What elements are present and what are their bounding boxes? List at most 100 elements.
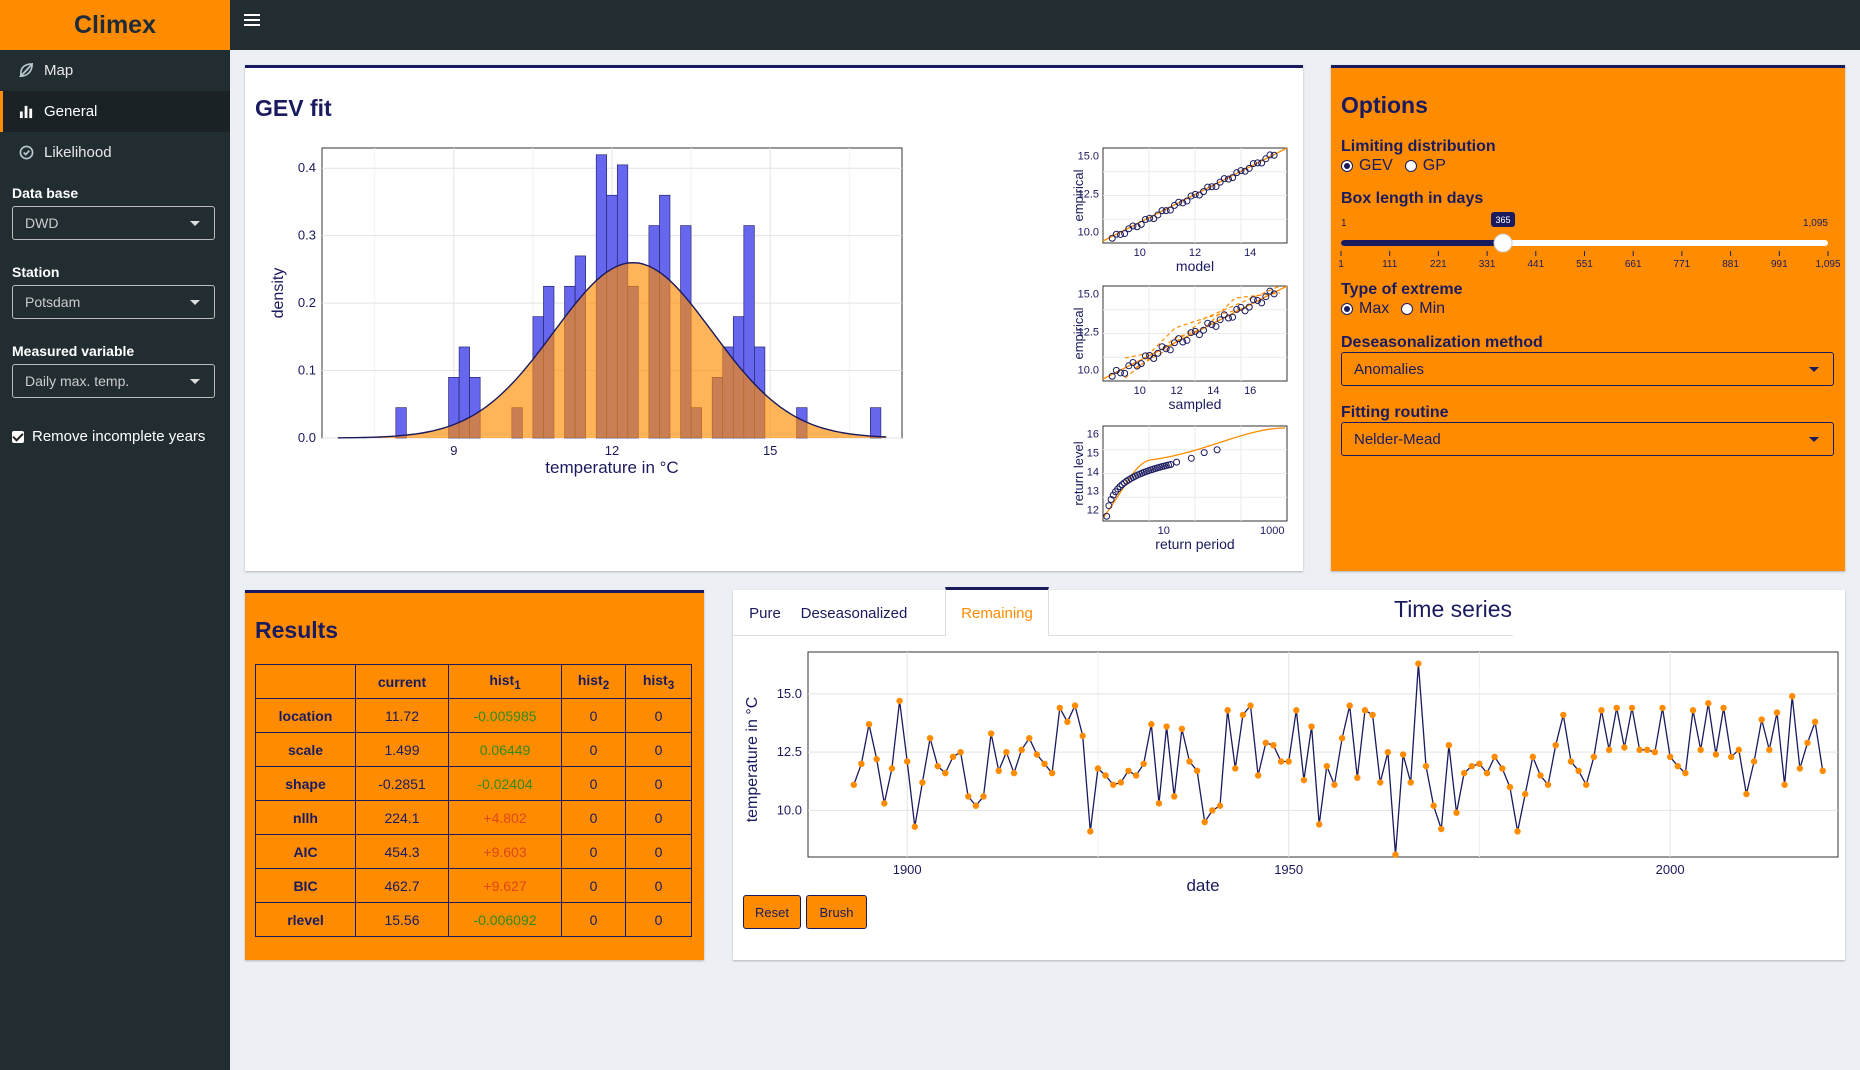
table-row: scale 1.499 0.06449 0 0 — [255, 732, 692, 767]
table-row: BIC 462.7 +9.627 0 0 — [255, 868, 692, 903]
tab-deseasonalized[interactable]: Deseasonalized — [800, 604, 908, 622]
chevron-down-icon — [190, 379, 200, 384]
radio-button[interactable] — [1341, 303, 1353, 315]
slider-tick-label: 771 — [1674, 259, 1691, 268]
time-series-point — [903, 758, 911, 765]
time-series-point — [896, 697, 903, 705]
time-series-point — [1598, 707, 1605, 714]
column-header-subscript: 1 — [514, 678, 521, 692]
time-series-point — [1796, 765, 1804, 772]
table-cell-hist3: 0 — [625, 732, 692, 767]
incomplete-years-checkbox[interactable] — [12, 430, 24, 443]
database-select[interactable]: DWD — [12, 206, 215, 240]
database-label: Data base — [12, 185, 79, 201]
time-series-point — [1575, 767, 1582, 775]
reset-button[interactable]: Reset — [743, 895, 801, 929]
time-series-point — [1369, 711, 1376, 719]
app-brand: Climex — [0, 0, 230, 50]
time-series-point — [1567, 758, 1575, 765]
table-cell-current: 462.7 — [355, 868, 449, 903]
time-series-point — [1384, 748, 1392, 756]
x-tick-label: 1000 — [1260, 525, 1284, 537]
qq-sampled-point — [1137, 360, 1145, 368]
time-series-point — [1323, 762, 1331, 770]
sidebar-item-label: General — [44, 103, 98, 120]
sidebar-item-map[interactable]: Map — [0, 50, 230, 91]
x-tick-label: 10 — [1134, 385, 1146, 397]
table-cell-hist3: 0 — [625, 698, 692, 733]
qq-sampled-point — [1200, 326, 1208, 334]
qq-sampled-point — [1270, 290, 1278, 298]
table-cell-hist1: -0.005985 — [448, 698, 562, 733]
time-series-point — [1285, 758, 1292, 765]
qq-model-point — [1258, 159, 1266, 167]
time-series-point — [1750, 758, 1758, 765]
time-series-point — [1178, 725, 1186, 733]
radio-button[interactable] — [1404, 160, 1417, 172]
radio-option-min[interactable]: Min — [1401, 300, 1445, 318]
qq-sampled-point — [1237, 303, 1245, 311]
time-series-point — [942, 769, 949, 777]
time-series-point — [1613, 704, 1620, 712]
incomplete-years-label: Remove incomplete years — [32, 428, 206, 445]
slider-handle[interactable] — [1493, 233, 1513, 253]
qq-sampled-confidence-band — [1124, 285, 1281, 359]
time-series-point — [1079, 732, 1086, 740]
time-series-point — [1743, 790, 1750, 798]
sidebar-item-general[interactable]: General — [0, 91, 230, 132]
menu-toggle-icon[interactable] — [244, 14, 260, 28]
tab-remaining[interactable]: Remaining — [945, 587, 1049, 636]
x-tick-label: 10 — [1158, 525, 1170, 537]
sidebar-item-likelihood[interactable]: Likelihood — [0, 132, 230, 173]
qq-model-point — [1249, 160, 1257, 168]
qq-sampled-point — [1170, 339, 1178, 347]
column-header-text: hist — [577, 671, 603, 688]
variable-select[interactable]: Daily max. temp. — [12, 364, 215, 398]
time-series-point — [1010, 769, 1018, 777]
radio-button[interactable] — [1341, 160, 1353, 172]
time-series-point — [873, 755, 880, 763]
time-series-point — [1781, 781, 1788, 788]
column-header: hist3 — [625, 664, 692, 699]
fitting-routine-value: Nelder-Mead — [1354, 430, 1441, 448]
brush-button[interactable]: Brush — [806, 895, 867, 929]
qq-sampled-point — [1195, 331, 1203, 339]
time-series-point — [1155, 800, 1163, 807]
slider-tick-label: 111 — [1382, 259, 1398, 268]
table-row: rlevel 15.56 -0.006092 0 0 — [255, 902, 692, 937]
time-series-point — [1415, 660, 1422, 667]
deseasonalization-select[interactable]: Anomalies — [1341, 352, 1834, 386]
qq-sampled-point — [1150, 354, 1158, 362]
qq-model-point — [1204, 183, 1212, 191]
qq-model-point — [1187, 192, 1195, 200]
qq-sampled-point — [1129, 358, 1137, 366]
time-series-point — [888, 765, 896, 772]
time-series-point — [1529, 753, 1537, 761]
time-series-point — [1232, 765, 1239, 772]
qq-sampled-point — [1179, 338, 1187, 346]
radio-button[interactable] — [1401, 303, 1414, 315]
radio-option-gp[interactable]: GP — [1404, 157, 1446, 175]
y-tick-label: 12.5 — [1078, 327, 1099, 339]
radio-option-max[interactable]: Max — [1341, 300, 1389, 318]
radio-option-gev[interactable]: GEV — [1341, 157, 1393, 175]
station-select[interactable]: Potsdam — [12, 285, 215, 319]
column-header: current — [355, 664, 449, 699]
qq-model-point — [1229, 174, 1237, 182]
variable-label: Measured variable — [12, 343, 135, 359]
time-series-point — [1109, 781, 1117, 788]
qq-sampled-point — [1108, 372, 1116, 380]
tab-pure[interactable]: Pure — [749, 604, 781, 622]
x-tick-label: 1950 — [1274, 862, 1303, 877]
qq-model-point — [1191, 190, 1199, 198]
x-tick-label: 16 — [1244, 385, 1256, 397]
leaf-icon — [18, 63, 34, 79]
density-fill — [337, 262, 887, 438]
time-series-point — [1697, 746, 1704, 754]
fitting-routine-select[interactable]: Nelder-Mead — [1341, 422, 1834, 456]
time-series-point — [1766, 746, 1773, 754]
time-series-plot[interactable]: 1900 1950 2000 10.0 12.5 15.0 date temperature … — [733, 642, 1845, 902]
time-series-point — [1132, 772, 1140, 779]
time-series-point — [934, 762, 941, 770]
